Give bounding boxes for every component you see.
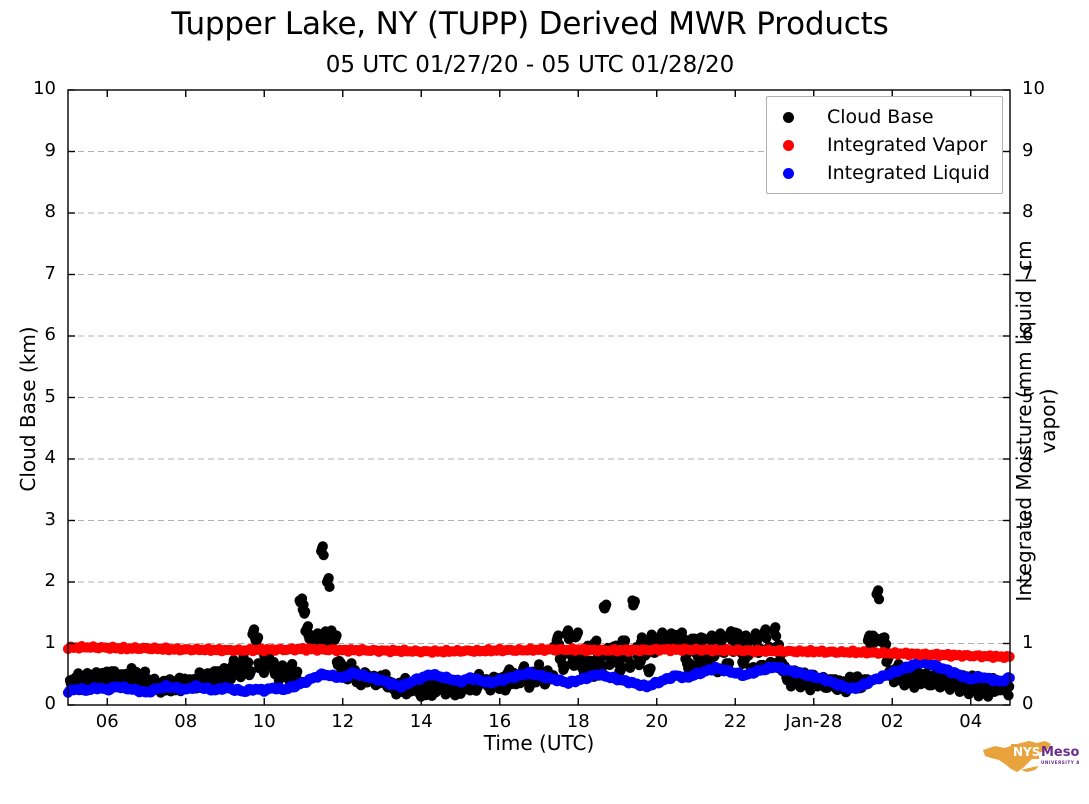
page-title: Tupper Lake, NY (TUPP) Derived MWR Produ… [171, 6, 889, 42]
chart-subtitle: 05 UTC 01/27/20 - 05 UTC 01/28/20 [325, 52, 735, 78]
x-tick-label: 10 [252, 711, 276, 732]
x-tick-label: 08 [174, 711, 198, 732]
x-tick-label: Jan-28 [785, 711, 843, 732]
legend-marker-icon [783, 167, 794, 179]
data-points [62, 541, 1015, 702]
y-tick-label-right: 9 [1022, 139, 1034, 161]
y-tick-label-left: 1 [44, 631, 56, 653]
y-tick-label-left: 6 [44, 324, 56, 345]
long-island-shape [1021, 766, 1039, 772]
x-tick-label: 14 [409, 711, 433, 732]
y-tick-label-right: 10 [1022, 78, 1045, 99]
logo-nys-text: NYS [1013, 745, 1040, 759]
x-tick-label: 22 [723, 711, 747, 732]
series-integrated-vapor [62, 640, 1015, 664]
y-tick-label-left: 7 [44, 262, 56, 284]
x-tick-label: 16 [488, 711, 512, 732]
y-tick-label-right: 7 [1022, 262, 1034, 284]
y-tick-label-left: 5 [44, 385, 56, 407]
y-tick-label-right: 2 [1022, 570, 1034, 591]
nys-badge-bg [1011, 744, 1039, 759]
nys-mesonet-logo: NYS Mesonet UNIVERSITY AT ALBANY [975, 736, 1089, 780]
x-tick-label: 18 [566, 711, 590, 732]
y-axis-label-left: Cloud Base (km) [16, 326, 40, 492]
y-tick-label-left: 4 [44, 447, 56, 468]
x-tick-label: 04 [959, 711, 983, 732]
y-tick-label-right: 5 [1022, 385, 1034, 407]
x-axis-label: Time (UTC) [483, 731, 595, 755]
legend-label: Integrated Liquid [827, 162, 990, 184]
y-tick-label-right: 8 [1022, 201, 1034, 222]
x-tick-label: 20 [645, 711, 669, 732]
legend-marker-icon [783, 139, 794, 151]
legend-item[interactable]: Integrated Liquid [767, 159, 1002, 187]
x-tick-label: 06 [95, 711, 119, 732]
legend-label: Integrated Vapor [827, 134, 988, 156]
legend-label: Cloud Base [827, 106, 934, 128]
y-tick-label-right: 6 [1022, 324, 1034, 345]
y-tick-label-right: 0 [1022, 693, 1034, 714]
y-tick-label-left: 3 [44, 508, 56, 530]
axis-ticks [68, 89, 1010, 706]
y-tick-label-right: 1 [1022, 631, 1034, 653]
y-tick-label-left: 8 [44, 201, 56, 222]
y-tick-label-left: 10 [33, 78, 56, 99]
legend-marker-icon [783, 111, 794, 123]
x-tick-label: 12 [331, 711, 355, 732]
y-tick-label-right: 4 [1022, 447, 1034, 468]
chart-legend: Cloud Base Integrated Vapor Integrated Liq… [766, 96, 1003, 194]
y-tick-label-left: 0 [44, 693, 56, 714]
legend-item[interactable]: Cloud Base [767, 103, 1002, 131]
y-tick-label-left: 9 [44, 139, 56, 161]
y-axis-label-right: Integrated Moisture (mm liquid | cm vapo… [1012, 240, 1060, 602]
logo-university-text: UNIVERSITY AT ALBANY [1041, 760, 1079, 765]
series-integrated-liquid [62, 656, 1015, 698]
logo-mesonet-text: Mesonet [1041, 745, 1079, 760]
y-tick-label-right: 3 [1022, 508, 1034, 530]
x-tick-label: 02 [880, 711, 904, 732]
y-tick-label-left: 2 [44, 570, 56, 591]
legend-item[interactable]: Integrated Vapor [767, 131, 1002, 159]
